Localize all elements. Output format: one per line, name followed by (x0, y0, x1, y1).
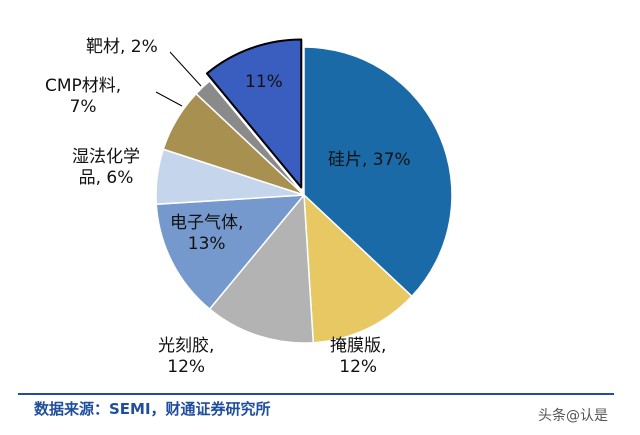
data-label-湿法化学品: 湿法化学 品, 6% (72, 147, 140, 189)
pie-slice-光刻胶 (208, 194, 315, 344)
pie-slice-unlabeled (205, 38, 303, 189)
source-note: 数据来源：SEMI，财通证券研究所 (34, 400, 271, 418)
footer-divider (18, 393, 614, 395)
pie-slice-掩膜版 (303, 194, 413, 344)
data-label-电子气体: 电子气体, 13% (170, 213, 244, 255)
data-label-靶材: 靶材, 2% (86, 37, 158, 57)
leader-line-靶材 (169, 51, 202, 87)
watermark: 头条@认是 (538, 408, 608, 424)
data-label-CMP材料: CMP材料, 7% (45, 76, 122, 118)
pie-slice-硅片 (303, 46, 453, 298)
data-label-掩膜版: 掩膜版, 12% (330, 336, 387, 378)
leader-line-CMP材料 (155, 91, 183, 107)
pie-chart (155, 38, 453, 344)
pie-slice-靶材 (195, 80, 305, 196)
pie-slice-电子气体 (155, 194, 305, 310)
data-label-光刻胶: 光刻胶, 12% (158, 336, 215, 378)
data-label-硅片: 硅片, 37% (328, 150, 411, 170)
data-label-unlabeled: 11% (245, 72, 283, 92)
